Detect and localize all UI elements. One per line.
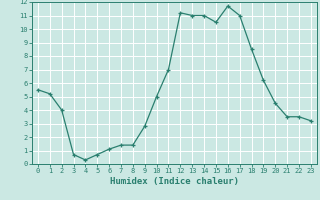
X-axis label: Humidex (Indice chaleur): Humidex (Indice chaleur) (110, 177, 239, 186)
